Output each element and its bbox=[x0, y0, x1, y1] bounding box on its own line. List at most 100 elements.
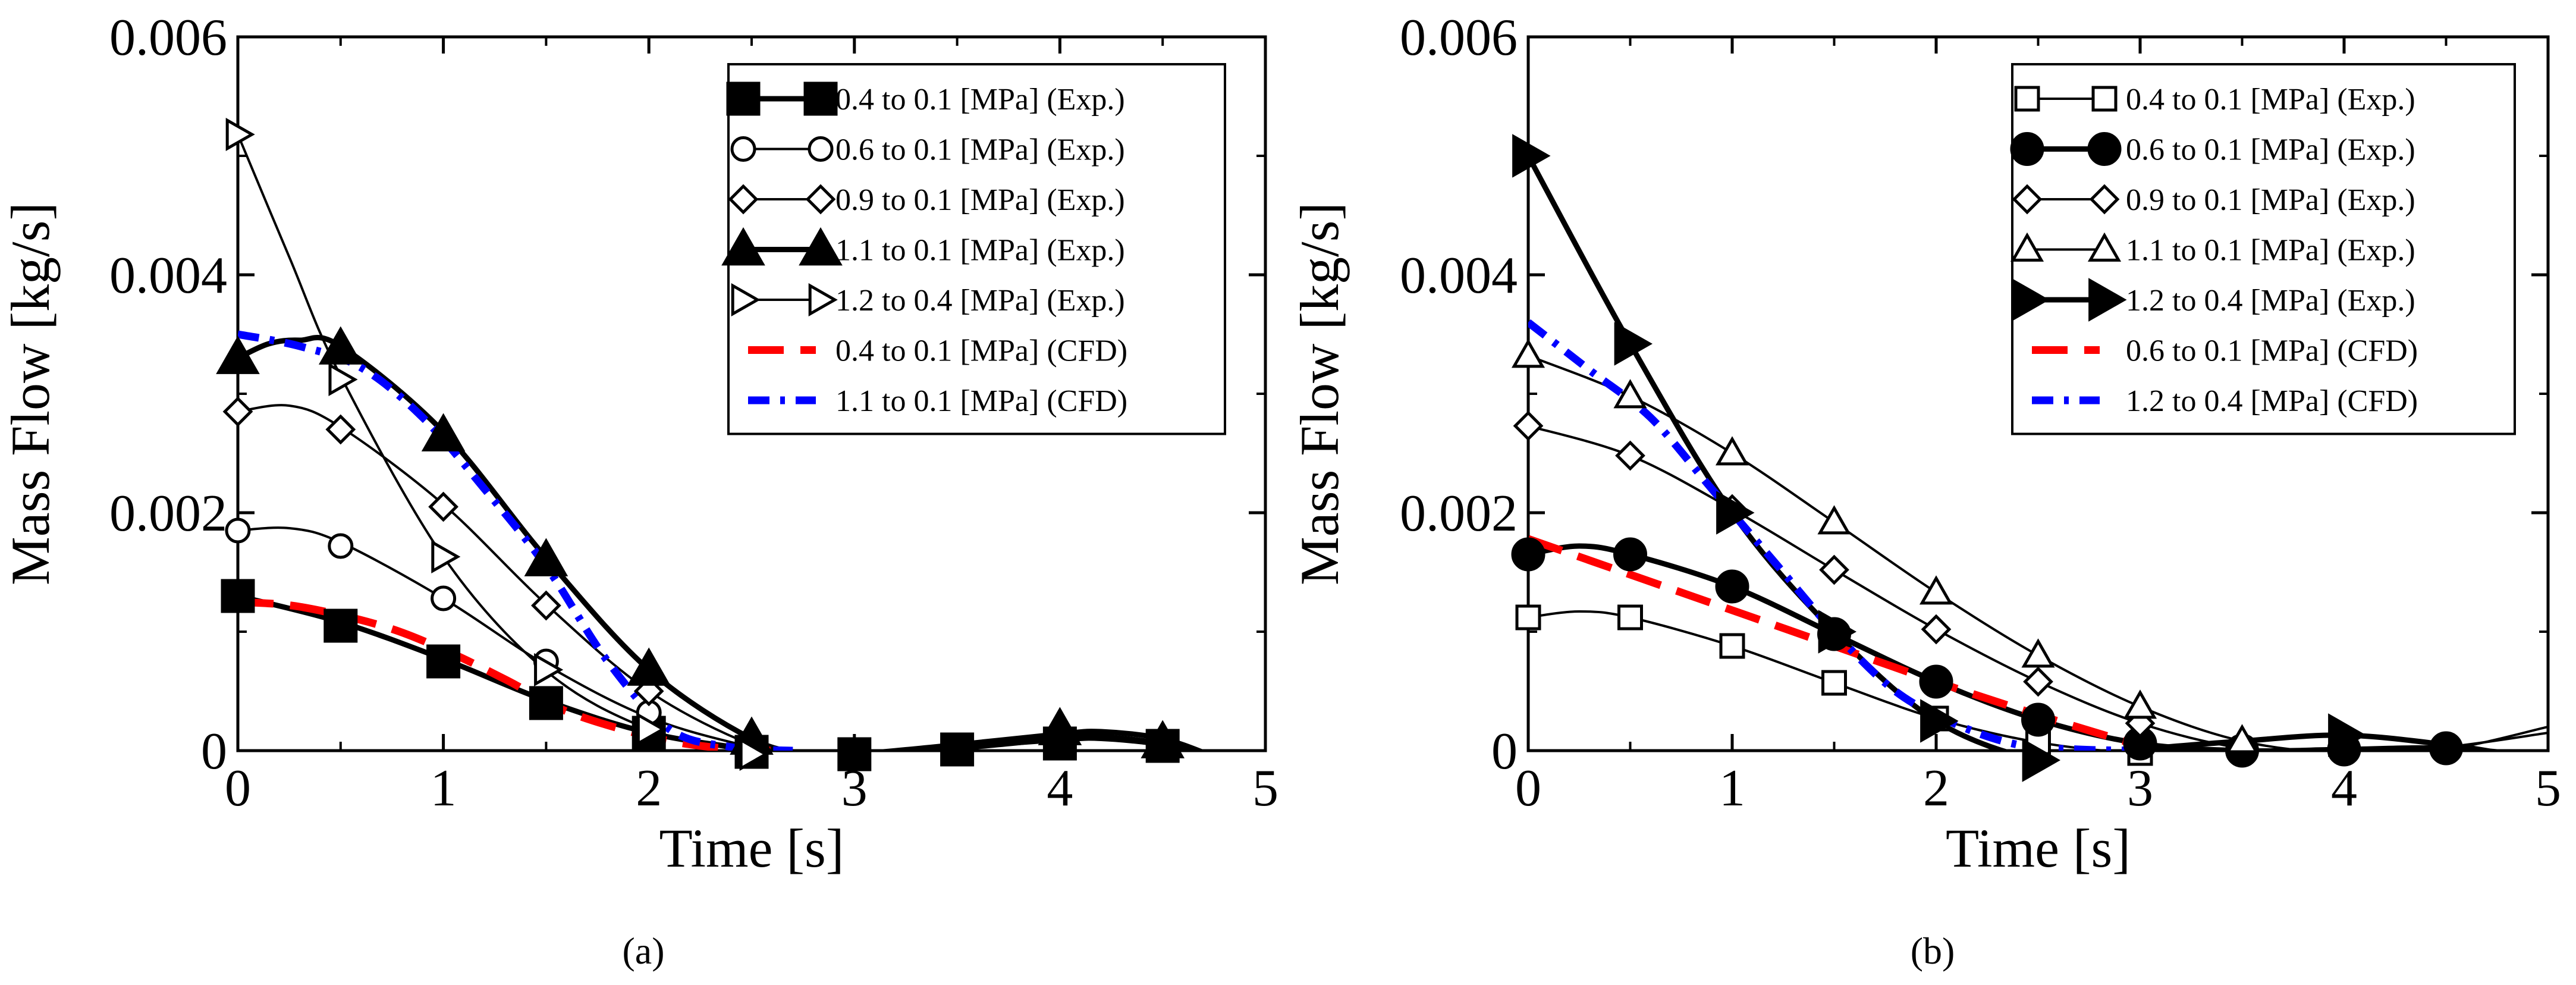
data-point bbox=[1821, 670, 1847, 696]
legend-marker bbox=[2087, 132, 2122, 166]
legend-label: 0.9 to 0.1 [MPa] (Exp.) bbox=[2126, 183, 2415, 217]
data-point bbox=[627, 647, 671, 686]
data-point bbox=[1512, 134, 1551, 178]
series-5 bbox=[238, 598, 772, 751]
legend-item: 0.9 to 0.1 [MPa] (Exp.) bbox=[2012, 183, 2415, 217]
legend-item: 1.2 to 0.4 [MPa] (CFD) bbox=[2032, 384, 2418, 418]
data-point bbox=[837, 737, 872, 771]
series-markers-2 bbox=[222, 396, 664, 707]
legend-label: 0.6 to 0.1 [MPa] (Exp.) bbox=[2126, 133, 2415, 167]
data-point bbox=[739, 737, 769, 771]
series-markers-4 bbox=[1512, 134, 2367, 782]
data-point bbox=[325, 414, 356, 445]
data-point bbox=[1919, 664, 1953, 699]
legend-marker bbox=[728, 184, 759, 215]
data-point bbox=[1818, 610, 1857, 654]
data-point bbox=[318, 326, 363, 365]
data-point bbox=[2123, 689, 2157, 719]
legend-item: 0.4 to 0.1 [MPa] (Exp.) bbox=[2014, 83, 2415, 117]
legend-label: 1.2 to 0.4 [MPa] (Exp.) bbox=[835, 284, 1125, 318]
chart-b: 0 1 2 3 4 5 0 0.002 0.004 0.006 Time [s] Mass Flow … bbox=[1289, 9, 2561, 879]
x-tick-label: 4 bbox=[2331, 760, 2357, 817]
x-tick-label: 5 bbox=[1252, 760, 1278, 817]
x-tick-label: 0 bbox=[1515, 760, 1541, 817]
data-point bbox=[323, 608, 358, 643]
legend-item: 0.9 to 0.1 [MPa] (Exp.) bbox=[728, 183, 1125, 217]
data-point bbox=[1038, 707, 1082, 745]
data-point bbox=[2022, 738, 2061, 782]
data-point bbox=[1513, 410, 1544, 441]
legend-label: 0.4 to 0.1 [MPa] (CFD) bbox=[835, 334, 1127, 368]
data-point bbox=[221, 579, 255, 613]
legend-label: 1.2 to 0.4 [MPa] (Exp.) bbox=[2126, 284, 2415, 318]
y-axis-label: Mass Flow [kg/s] bbox=[0, 202, 61, 585]
data-point bbox=[1613, 537, 1647, 572]
data-point bbox=[2021, 702, 2055, 737]
legend-label: 0.6 to 0.1 [MPa] (CFD) bbox=[2126, 334, 2418, 368]
data-point bbox=[2225, 724, 2259, 754]
legend-label: 1.1 to 0.1 [MPa] (Exp.) bbox=[835, 234, 1125, 268]
x-tick-label: 2 bbox=[636, 760, 662, 817]
legend-label: 0.9 to 0.1 [MPa] (Exp.) bbox=[835, 183, 1125, 217]
legend-marker bbox=[721, 227, 765, 266]
legend-marker bbox=[2012, 184, 2043, 215]
data-point bbox=[225, 117, 255, 152]
caption-b: (b) bbox=[1911, 930, 1955, 972]
data-point bbox=[428, 491, 458, 522]
y-tick-label: 0.004 bbox=[1400, 247, 1518, 305]
y-tick-label: 0.006 bbox=[1400, 9, 1518, 67]
data-point bbox=[225, 517, 251, 544]
legend-item: 0.6 to 0.1 [MPa] (Exp.) bbox=[2010, 132, 2415, 167]
y-tick-label: 0.004 bbox=[109, 247, 227, 305]
x-tick-label: 1 bbox=[1719, 760, 1745, 817]
series-1 bbox=[1528, 543, 2514, 751]
legend-item: 0.6 to 0.1 [MPa] (CFD) bbox=[2032, 334, 2418, 368]
x-tick-label: 4 bbox=[1047, 760, 1073, 817]
data-point bbox=[328, 533, 354, 559]
data-point bbox=[431, 585, 457, 611]
data-point bbox=[1719, 633, 1745, 659]
data-point bbox=[529, 686, 563, 720]
legend-marker bbox=[2091, 86, 2118, 112]
data-point bbox=[1920, 699, 1959, 743]
legend-marker bbox=[730, 136, 756, 162]
legend-item: 1.2 to 0.4 [MPa] (Exp.) bbox=[731, 283, 1125, 318]
series-line bbox=[1528, 543, 2514, 751]
data-point bbox=[1716, 491, 1755, 535]
legend-marker bbox=[805, 184, 836, 215]
data-point bbox=[1614, 322, 1653, 366]
legend-item: 0.4 to 0.1 [MPa] (Exp.) bbox=[726, 81, 1125, 117]
data-point bbox=[531, 590, 561, 621]
y-axis-label: Mass Flow [kg/s] bbox=[1289, 202, 1350, 585]
legend-marker bbox=[2088, 278, 2127, 322]
data-point bbox=[222, 396, 253, 427]
legend-marker bbox=[803, 81, 838, 116]
data-point bbox=[1613, 379, 1647, 409]
legend-item: 0.6 to 0.1 [MPa] (Exp.) bbox=[730, 133, 1125, 167]
x-tick-label: 3 bbox=[2127, 760, 2153, 817]
data-point bbox=[1715, 436, 1749, 466]
data-point bbox=[421, 413, 466, 451]
data-point bbox=[431, 539, 461, 574]
legend-item: 1.1 to 0.1 [MPa] (CFD) bbox=[748, 384, 1127, 418]
data-point bbox=[328, 362, 358, 397]
data-point bbox=[2328, 713, 2367, 757]
data-point bbox=[2125, 708, 2156, 739]
x-tick-label: 2 bbox=[1923, 760, 1949, 817]
y-tick-label: 0.006 bbox=[109, 9, 227, 67]
legend-marker bbox=[799, 227, 843, 266]
legend-marker bbox=[2011, 278, 2050, 322]
legend-marker bbox=[2087, 232, 2122, 262]
legend-item: 1.2 to 0.4 [MPa] (Exp.) bbox=[2011, 278, 2415, 322]
x-axis-label: Time [s] bbox=[1946, 818, 2131, 879]
data-point bbox=[940, 732, 975, 767]
data-point bbox=[636, 712, 666, 746]
x-tick-label: 0 bbox=[225, 760, 251, 817]
data-point bbox=[1511, 338, 1545, 368]
legend-marker bbox=[2014, 86, 2040, 112]
legend: 0.4 to 0.1 [MPa] (Exp.) 0.6 to 0.1 [MPa] … bbox=[721, 63, 1226, 435]
data-point bbox=[1921, 614, 1952, 645]
data-point bbox=[2429, 731, 2463, 766]
data-point bbox=[1715, 569, 1749, 604]
